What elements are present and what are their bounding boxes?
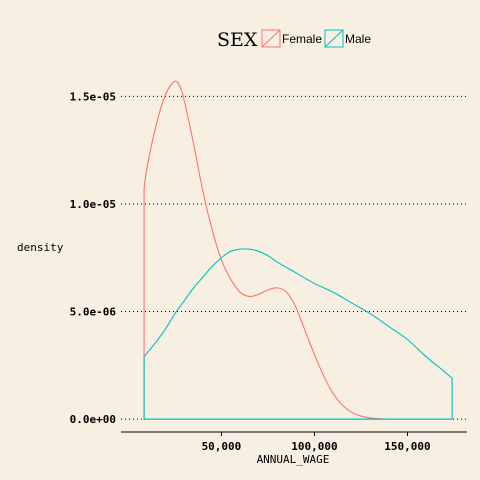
density-curve-male — [143, 248, 453, 420]
density-series — [143, 80, 453, 420]
y-tick-label-3: 1.5e-05 — [70, 90, 116, 103]
legend-key-male — [324, 29, 344, 48]
y-tick-label-0: 0.0e+00 — [70, 413, 116, 426]
x-tick-labels: 50,000 100,000 150,000 — [202, 432, 431, 453]
legend-title: SEX — [217, 29, 258, 51]
density-curve-female — [143, 80, 453, 420]
x-tick-label-1: 100,000 — [291, 440, 337, 453]
legend-entries: Female Male — [261, 29, 371, 48]
y-tick-labels: 0.0e+00 5.0e-06 1.0e-05 1.5e-05 — [70, 90, 117, 426]
legend: SEX Female Male — [217, 29, 371, 51]
y-tick-label-1: 5.0e-06 — [70, 306, 117, 319]
legend-key-slash-male — [324, 29, 344, 48]
legend-key-slash-female — [261, 29, 281, 48]
x-axis-title: ANNUAL_WAGE — [257, 453, 330, 466]
legend-key-female — [261, 29, 281, 48]
x-tick-label-0: 50,000 — [202, 440, 242, 453]
legend-label-male: Male — [345, 32, 371, 46]
legend-label-female: Female — [282, 32, 322, 46]
y-axis-title: density — [17, 241, 64, 254]
y-tick-label-2: 1.0e-05 — [70, 198, 116, 211]
gridlines — [121, 95, 467, 420]
x-tick-label-2: 150,000 — [384, 440, 430, 453]
